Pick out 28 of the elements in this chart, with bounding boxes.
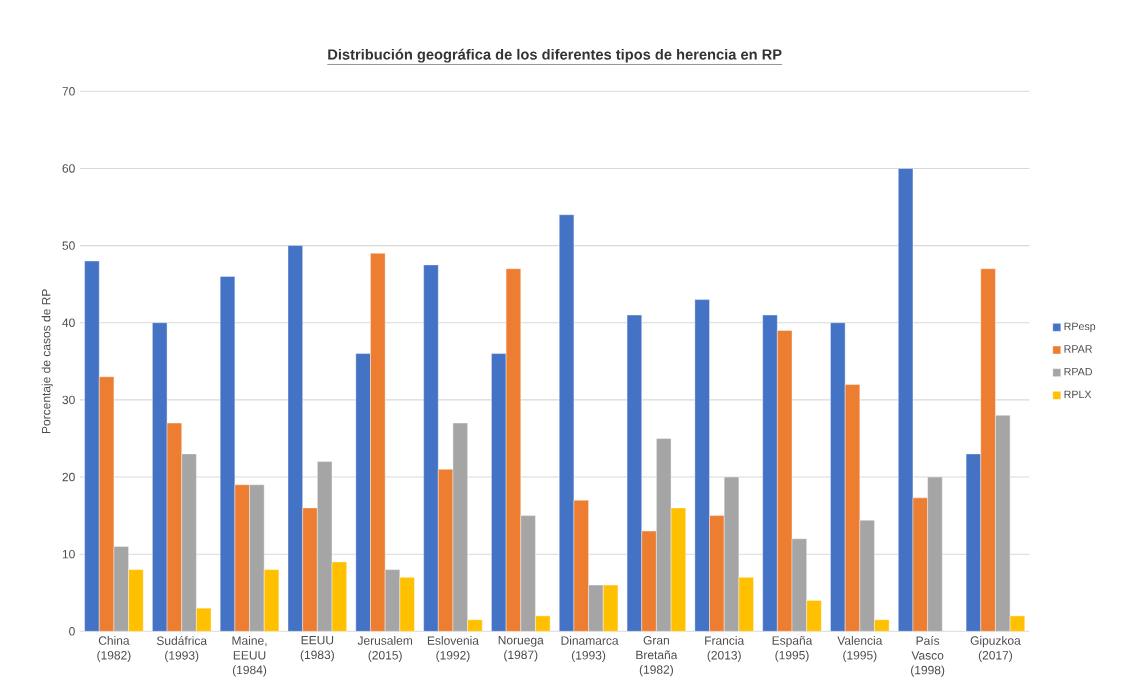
x-tick-label: Eslovenia (1992)	[427, 636, 479, 662]
x-tick-label: Francia (2013)	[705, 636, 745, 662]
y-tick-label: 0	[69, 627, 75, 636]
y-tick-label: 20	[62, 472, 75, 482]
y-axis-title: Porcentaje de casos de RP	[41, 289, 53, 434]
x-tick-label: Dinamarca (1993)	[561, 636, 619, 662]
x-tick-label: Jerusalem (2015)	[357, 636, 413, 662]
legend-label: RPLX	[1064, 390, 1092, 398]
x-tick-label: España (1995)	[772, 636, 813, 662]
y-tick-label: 10	[62, 549, 75, 559]
y-tick-label: 70	[62, 87, 75, 96]
legend-label: RPesp	[1064, 322, 1096, 333]
x-tick-label: Maine, EEUU (1984)	[232, 636, 267, 677]
x-tick-label: EEUU (1983)	[300, 636, 334, 662]
x-tick-label: Valencia (1995)	[837, 636, 883, 662]
x-tick-label: Noruega (1987)	[498, 636, 544, 662]
x-tick-label: País Vasco (1998)	[911, 636, 945, 677]
y-tick-label: 60	[62, 164, 75, 173]
y-tick-label: 40	[62, 318, 75, 328]
chart-title: Distribución geográfica de los diferentes tipos de herencia en RP	[328, 48, 782, 63]
legend-label: RPAR	[1064, 345, 1093, 353]
x-tick-label: China (1982)	[97, 636, 131, 662]
x-tick-label: Gran Bretaña (1982)	[636, 636, 678, 677]
y-tick-label: 50	[62, 241, 75, 250]
y-tick-label: 30	[62, 395, 75, 405]
x-tick-label: Gipuzkoa (2017)	[970, 636, 1021, 662]
x-tick-label: Sudáfrica (1993)	[156, 636, 208, 663]
legend-label: RPAD	[1064, 367, 1092, 376]
